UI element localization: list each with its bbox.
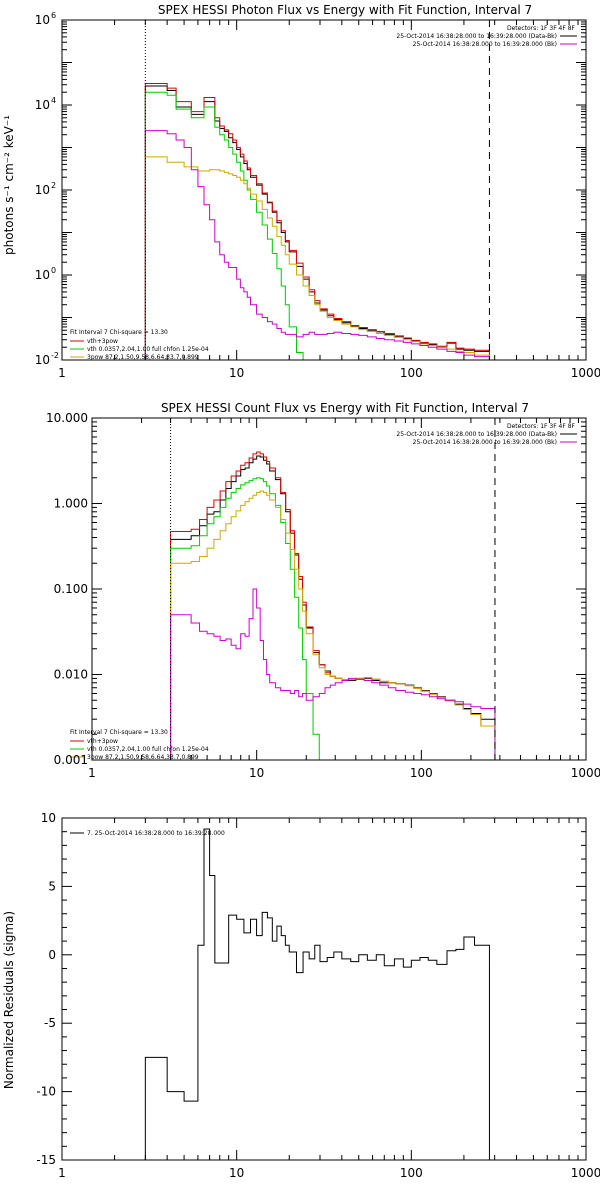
photon-flux-panel: SPEX HESSI Photon Flux vs Energy with Fi… (2, 3, 577, 361)
chart-1-ticks (91, 417, 586, 761)
count-flux-legend: 25-Oct-2014 16:38:28.000 to 16:39:28.000… (396, 431, 577, 446)
chart-0-ticks (61, 19, 586, 361)
chart-0-x-tick-label: 10 (229, 366, 244, 380)
chart-0-y-tick-exponent: 0 (51, 266, 56, 275)
chart-2-y-tick-label: -10 (36, 1085, 56, 1099)
chart-0-y-tick-exponent: 6 (51, 11, 56, 20)
count-flux-fit-total: vth+3pow (87, 738, 118, 745)
chart-1-series-group (170, 451, 496, 760)
count-flux-fit-3pow: 3pow 87.2,1.50,9.58,6.64,33.7,0.899 (87, 754, 199, 761)
count-flux-fit-vth: vth 0.0357,2.04,1.00 full chfon 1.25e-04 (87, 746, 209, 753)
count-flux-fit-legend: Fit Interval 7 Chi-square = 13.30 vth+3p… (70, 729, 209, 761)
chart-0-y-tick-exponent: -2 (51, 351, 59, 360)
chart-2-x-tick-label: 100 (400, 1166, 423, 1180)
chart-2-axes (61, 817, 587, 1161)
chart-2-y-tick-label: 10 (41, 811, 56, 825)
photon-flux-fit-header: Fit Interval 7 Chi-square = 13.30 (70, 329, 168, 336)
photon-flux-fit-3pow: 3pow 87.2,1.50,9.58,6.64,33.7,0.899 (87, 354, 199, 361)
residuals-panel: Normalized Residuals (sigma) 7. 25-Oct-2… (2, 830, 225, 1089)
chart-0-y-tick-label: 10 (35, 13, 50, 27)
chart-2: 1 10 100 1000 -15 -10 -5 0 5 10 (36, 811, 600, 1180)
chart-1-y-tick-label: 10.000 (46, 411, 88, 425)
chart-0-y-tick-label: 10 (35, 183, 50, 197)
chart-1-x-tick-label: 10 (249, 766, 264, 780)
chart-0-series-vth (144, 91, 490, 360)
photon-flux-fit-vth: vth 0.0357,2.04,1.00 full chfon 1.25e-04 (87, 346, 209, 353)
chart-1-x-tick-label: 100 (410, 766, 433, 780)
chart-1-x-tick-label: 1000 (571, 766, 600, 780)
chart-1-y-tick-label: 1.000 (54, 497, 88, 511)
chart-1-y-tick-label: 0.100 (54, 582, 88, 596)
count-flux-detectors: Detectors: 1F 3F 4F 8F (507, 423, 576, 430)
chart-1-series-bk (170, 588, 496, 760)
chart-2-y-tick-label: -5 (44, 1016, 56, 1030)
photon-flux-detectors: Detectors: 1F 3F 4F 8F (507, 25, 576, 32)
residuals-ylabel: Normalized Residuals (sigma) (2, 911, 16, 1089)
chart-2-x-tick-label: 10 (229, 1166, 244, 1180)
chart-0-x-tick-label: 1000 (571, 366, 600, 380)
count-flux-panel: SPEX HESSI Count Flux vs Energy with Fit… (70, 401, 577, 761)
chart-0-x-tick-label: 100 (400, 366, 423, 380)
chart-2-x-tick-label: 1000 (571, 1166, 600, 1180)
count-flux-title: SPEX HESSI Count Flux vs Energy with Fit… (161, 401, 529, 415)
chart-0-y-tick-label: 10 (35, 98, 50, 112)
count-flux-fit-header: Fit Interval 7 Chi-square = 13.30 (70, 729, 168, 736)
chart-1-y-tick-label: 0.001 (54, 753, 88, 767)
count-flux-legend-bk: 25-Oct-2014 16:38:28.000 to 16:39:28.000… (413, 439, 557, 446)
photon-flux-legend-bk: 25-Oct-2014 16:38:28.000 to 16:39:28.000… (413, 41, 557, 48)
chart-1-x-tick-label: 1 (88, 766, 96, 780)
chart-0-series-bk (144, 130, 490, 360)
count-flux-legend-data-bk: 25-Oct-2014 16:38:28.000 to 16:39:28.000… (396, 431, 557, 438)
chart-2-series-residuals (144, 828, 490, 1160)
photon-flux-ylabel: photons s⁻¹ cm⁻² keV⁻¹ (2, 115, 16, 255)
photon-flux-legend-data-bk: 25-Oct-2014 16:38:28.000 to 16:39:28.000… (396, 33, 557, 40)
chart-2-x-tick-label: 1 (58, 1166, 66, 1180)
chart-0-y-tick-label: 10 (35, 353, 50, 367)
chart-0-series-3pow (144, 156, 490, 360)
chart-1-y-tick-label: 0.010 (54, 668, 88, 682)
chart-0-x-tick-label: 1 (58, 366, 66, 380)
photon-flux-title: SPEX HESSI Photon Flux vs Energy with Fi… (158, 3, 532, 17)
photon-flux-fit-legend: Fit Interval 7 Chi-square = 13.30 vth+3p… (70, 329, 209, 361)
chart-0-y-tick-exponent: 4 (51, 96, 56, 105)
chart-0-y-tick-exponent: 2 (51, 181, 56, 190)
chart-2-series-group (144, 828, 490, 1160)
chart-1: 1 10 100 1000 0.001 0.010 0.100 1.000 10.000 (46, 411, 600, 780)
chart-2-y-tick-label: 5 (48, 879, 56, 893)
photon-flux-legend: 25-Oct-2014 16:38:28.000 to 16:39:28.000… (396, 33, 577, 48)
photon-flux-fit-total: vth+3pow (87, 338, 118, 345)
chart-1-series-vth (170, 477, 496, 760)
chart-0-series-group (144, 83, 490, 360)
chart-2-y-tick-label: -15 (36, 1153, 56, 1167)
chart-2-ticks (61, 817, 586, 1161)
residuals-legend: 7. 25-Oct-2014 16:38:28.000 to 16:39:28.… (87, 830, 225, 837)
chart-1-series-3pow (170, 490, 496, 760)
chart-0-y-tick-label: 10 (35, 268, 50, 282)
chart-2-y-tick-label: 0 (48, 948, 56, 962)
